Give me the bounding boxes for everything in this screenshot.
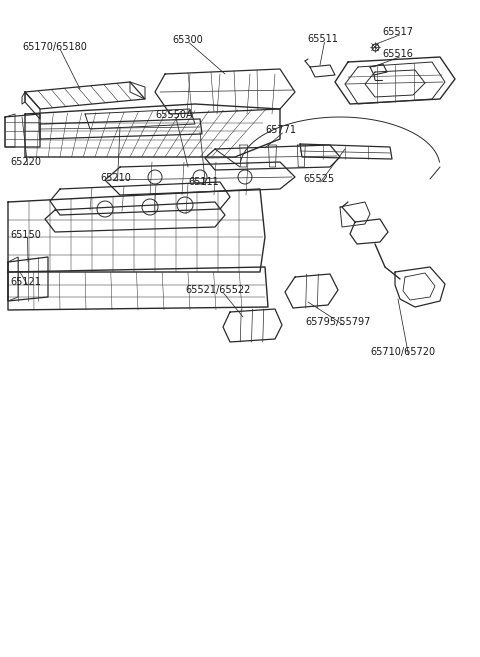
Text: 65516: 65516 [382,49,413,59]
Text: 65525: 65525 [303,174,334,184]
Text: 65511: 65511 [307,34,338,44]
Text: 65220: 65220 [10,157,41,167]
Text: 65771: 65771 [265,125,296,135]
Text: 65795/55797: 65795/55797 [305,317,371,327]
Text: 65111: 65111 [188,177,219,187]
Text: 65170/65180: 65170/65180 [22,42,87,52]
Text: 65300: 65300 [172,35,203,45]
Text: 65710/65720: 65710/65720 [370,347,435,357]
Text: 65521/65522: 65521/65522 [185,285,251,295]
Text: 65210: 65210 [100,173,131,183]
Text: 65517: 65517 [382,27,413,37]
Text: 65550A: 65550A [155,110,192,120]
Text: 65150: 65150 [10,230,41,240]
Text: 65121: 65121 [10,277,41,287]
